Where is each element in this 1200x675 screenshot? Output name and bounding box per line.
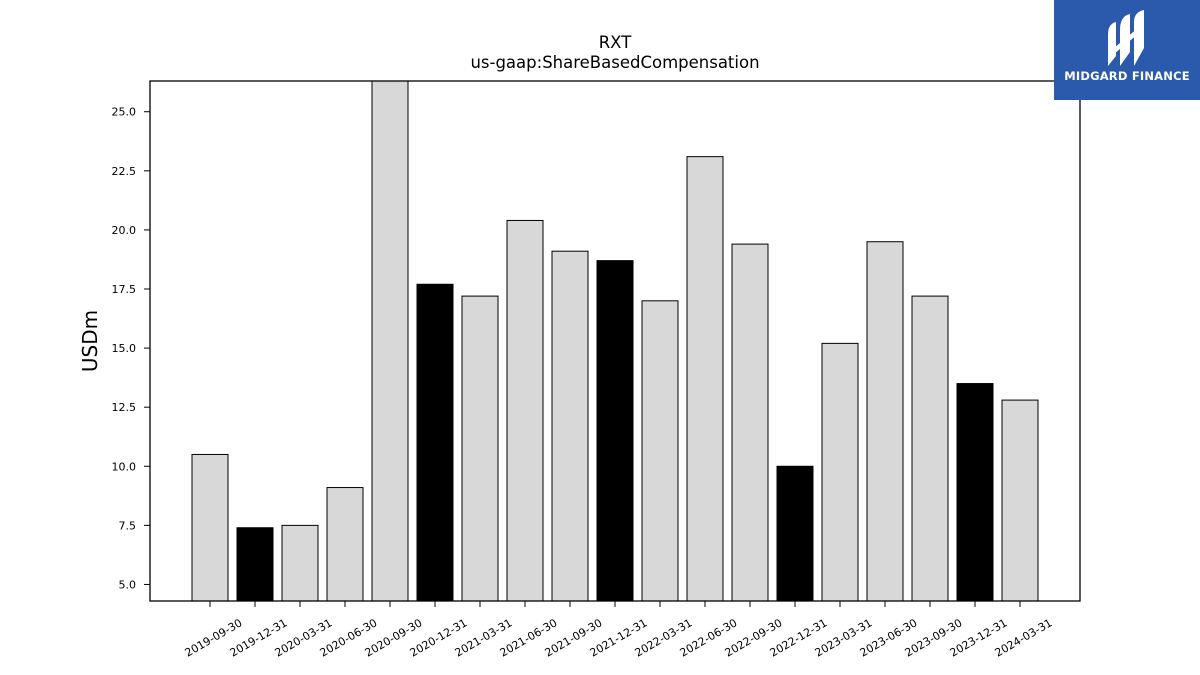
bar-2020-09-30 (371, 80, 409, 602)
y-tick-label: 22.5 (112, 165, 137, 178)
y-tick-label: 25.0 (112, 106, 137, 119)
bar-2023-06-30 (866, 241, 904, 602)
bar-2023-09-30 (911, 295, 949, 602)
bar-2023-03-31 (821, 342, 859, 602)
bar-2022-09-30 (731, 243, 769, 602)
bar-2022-03-31 (641, 300, 679, 602)
bar-2023-12-31 (956, 383, 994, 602)
bar-2022-06-30 (686, 156, 724, 602)
bar-2020-06-30 (326, 487, 364, 602)
y-tick-label: 17.5 (112, 283, 137, 296)
chart-subtitle: us-gaap:ShareBasedCompensation (470, 53, 759, 72)
y-tick-label: 10.0 (112, 460, 137, 473)
bar-2019-09-30 (191, 453, 229, 602)
bar-2021-03-31 (461, 295, 499, 602)
bars (191, 80, 1039, 602)
bar-2022-12-31 (776, 465, 814, 602)
y-tick-label: 15.0 (112, 342, 137, 355)
y-axis-label: USDm (78, 310, 102, 372)
bar-2021-06-30 (506, 219, 544, 602)
logo-text: MIDGARD FINANCE (1064, 69, 1190, 83)
y-axis-ticks: 5.0 7.5 10.0 12.5 15.0 17.5 20.0 22.5 25.0 (112, 106, 150, 591)
bar-2020-12-31 (416, 283, 454, 602)
bar-2019-12-31 (236, 527, 274, 602)
y-tick-label: 12.5 (112, 401, 137, 414)
y-tick-label: 7.5 (119, 519, 137, 532)
bar-2020-03-31 (281, 524, 319, 602)
midgard-finance-logo-icon (1108, 10, 1144, 66)
midgard-finance-logo: MIDGARD FINANCE (1054, 0, 1200, 100)
y-tick-label: 20.0 (112, 224, 137, 237)
bar-2021-09-30 (551, 250, 589, 602)
y-tick-label: 5.0 (119, 578, 137, 591)
chart-title: RXT (599, 33, 632, 52)
bar-2024-03-31 (1001, 399, 1039, 602)
bar-2021-12-31 (596, 260, 634, 602)
plot-frame (149, 80, 1081, 602)
x-axis-ticks: 2019-09-302019-12-312020-03-312020-06-30… (183, 601, 1055, 660)
